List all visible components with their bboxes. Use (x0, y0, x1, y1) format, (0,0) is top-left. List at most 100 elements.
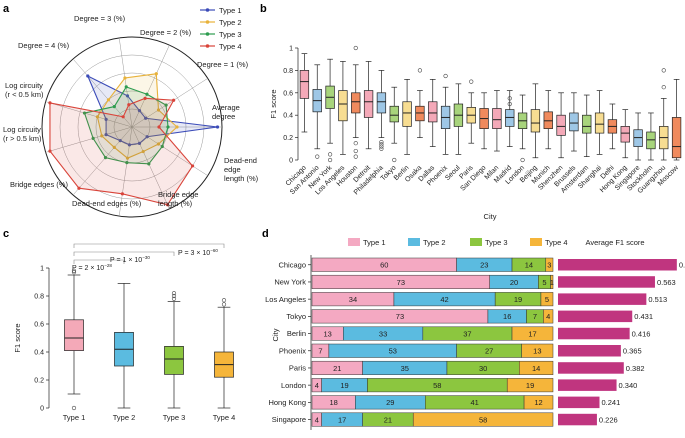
segment-value: 29 (386, 398, 394, 407)
box-outlier (171, 291, 177, 296)
stack-segment (540, 292, 554, 307)
segment-value: 1 (550, 278, 554, 287)
segment-value: 3 (547, 261, 551, 270)
radar-spoke (118, 37, 133, 128)
box-outlier (353, 148, 358, 154)
radar-point (106, 98, 111, 102)
radar-point (137, 109, 142, 113)
f1-bar (558, 396, 600, 409)
segment-value: 19 (526, 381, 534, 390)
radar-point (145, 92, 149, 96)
f1-title: Average F1 score (585, 238, 644, 247)
box-outlier (71, 268, 77, 273)
box-rect (556, 114, 566, 136)
city-label: Hong Kong (268, 398, 306, 407)
radar-axis-label: Log circuity (r > 0.5 km) (3, 125, 42, 143)
significance-bracket (73, 243, 225, 248)
box-rect (64, 319, 84, 351)
box-rect (569, 112, 579, 132)
radar-point (125, 156, 130, 160)
radar-axis-label: Degree = 1 (%) (197, 60, 249, 69)
box-rect (646, 131, 656, 150)
f1-bar (558, 310, 633, 323)
f1-bar (558, 413, 597, 426)
segment-value: 27 (485, 347, 493, 356)
radar-point (77, 186, 81, 190)
box-outlier (469, 79, 474, 84)
radar-axis-label: Dead-end edges (%) (72, 199, 142, 208)
city-label: Tokyo (286, 312, 306, 321)
radar-point (48, 149, 52, 153)
legend-marker (205, 32, 210, 36)
box-rect (376, 92, 387, 114)
radar-point (118, 139, 122, 143)
stack-segment (412, 412, 554, 427)
legend-label: Type 2 (219, 18, 242, 27)
box-outlier (353, 45, 358, 51)
segment-value: 41 (471, 398, 479, 407)
f1-value: 0.365 (623, 347, 642, 356)
radar-spoke (45, 126, 133, 153)
segment-value: 73 (397, 278, 405, 287)
radar-point (123, 76, 127, 80)
legend-swatch (530, 238, 542, 246)
segment-value: 53 (389, 347, 397, 356)
segment-value: 60 (380, 261, 388, 270)
radar-point (112, 145, 116, 150)
segment-value: 13 (533, 347, 541, 356)
f1-value: 0.340 (619, 381, 638, 390)
box-outlier (171, 296, 177, 301)
panel-label-d: d (262, 228, 269, 240)
box-rect (351, 92, 361, 114)
f1-bar (558, 362, 624, 374)
x-tick-label: Type 1 (63, 413, 86, 422)
x-tick-label: Type 4 (213, 413, 236, 422)
city-label: Los Angeles (265, 295, 306, 304)
box-outlier (443, 73, 448, 79)
box-outlier (171, 293, 177, 299)
box-outlier (327, 152, 333, 157)
stack-segment (543, 309, 554, 324)
radar-spoke (131, 126, 170, 209)
legend-label: Type 1 (219, 6, 242, 15)
radar-point (215, 125, 220, 129)
y-tick-label: 0.8 (283, 68, 293, 75)
box-rect (594, 112, 605, 134)
radar-point (125, 94, 130, 98)
f1-bar (558, 345, 621, 357)
radar-point (141, 149, 145, 154)
f1-bar (558, 327, 630, 340)
segment-value: 5 (545, 295, 549, 304)
city-label: Berlin (287, 329, 306, 338)
radar-axis-label: Bridge edge length (%) (158, 190, 198, 208)
radar-point (124, 85, 128, 89)
radar-axis-label: Degree = 2 (%) (140, 28, 192, 37)
y-tick-label: 0.6 (283, 90, 293, 97)
x-tick-label: Type 3 (163, 413, 186, 422)
legend-swatch (348, 238, 360, 246)
segment-value: 73 (396, 312, 404, 321)
city-label: Chicago (278, 260, 306, 269)
y-tick-label: 0.8 (34, 294, 44, 301)
box-rect (633, 129, 643, 147)
radar-point (145, 135, 149, 139)
radar-spoke (72, 126, 133, 196)
segment-value: 17 (338, 415, 346, 424)
segment-value: 14 (532, 364, 540, 373)
radar-point (154, 72, 158, 76)
box-outlier (71, 270, 77, 275)
segment-value: 23 (480, 261, 488, 270)
significance-bracket (73, 259, 125, 264)
radar-point (157, 125, 161, 129)
radar-point (127, 103, 131, 107)
segment-value: 34 (349, 295, 357, 304)
radar-point (166, 125, 170, 129)
box-rect (389, 105, 399, 123)
legend-label: Type 4 (545, 238, 568, 247)
box-outlier (661, 85, 666, 90)
radar-axis-label: Log circuity (r < 0.5 km) (5, 81, 44, 99)
radar-point (144, 116, 148, 120)
radar-spoke (118, 126, 133, 217)
stack-segment (506, 378, 554, 393)
